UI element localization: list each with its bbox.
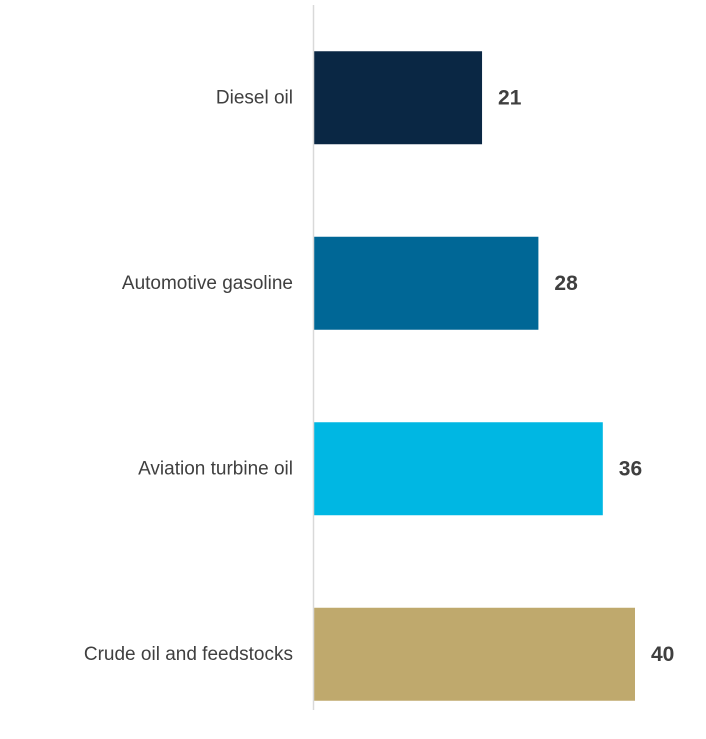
value-label: 21 [498,86,522,109]
value-label: 28 [554,272,578,295]
bar-aviation-turbine-oil [313,422,603,516]
category-label: Automotive gasoline [122,273,293,294]
category-label: Diesel oil [216,87,293,108]
bars-group [313,51,635,701]
category-label: Crude oil and feedstocks [84,644,293,665]
value-label: 40 [651,643,674,666]
category-label: Aviation turbine oil [138,458,293,479]
value-label: 36 [619,457,642,480]
bar-crude-oil-and-feedstocks [313,607,635,701]
value-labels: 21 28 36 40 [498,86,674,666]
category-labels: Diesel oil Automotive gasoline Aviation tu… [84,87,293,665]
bar-diesel-oil [313,51,483,145]
bar-automotive-gasoline [313,236,539,330]
